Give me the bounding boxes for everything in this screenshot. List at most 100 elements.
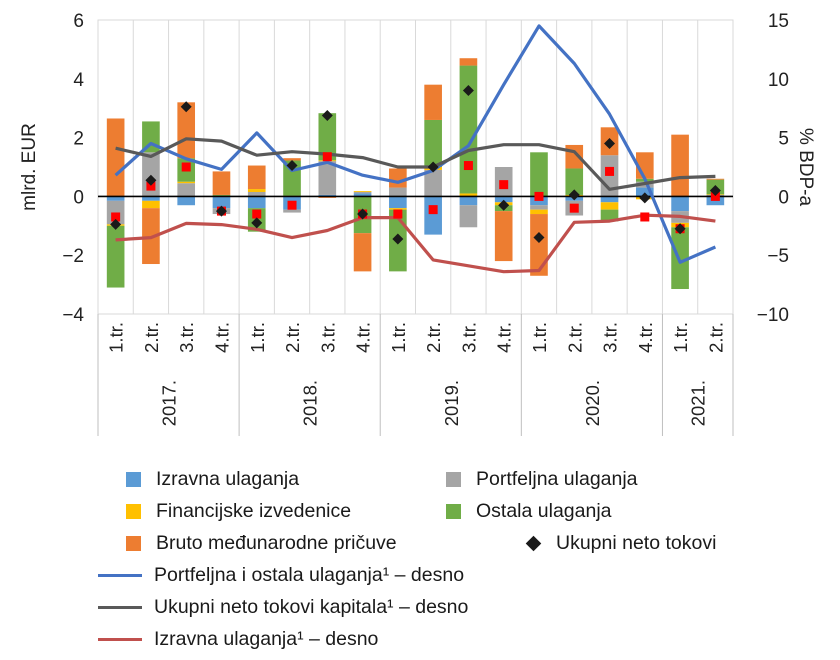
x-tick-year: 2020. (582, 380, 603, 426)
bar-segment-1 (600, 196, 619, 203)
y-tick-right: 15 (768, 11, 789, 32)
red-marker (428, 205, 438, 215)
bar-segment-2 (459, 205, 478, 228)
plot-area-border (97, 19, 734, 315)
bar-segment-3 (353, 191, 372, 192)
red-marker (499, 180, 509, 190)
y-tick-right: −5 (767, 246, 789, 267)
legend-line-izravna (98, 638, 142, 641)
x-tick-quarter: 2.tr. (564, 322, 585, 353)
legend-item-financijske: Financijske izvedenice (126, 500, 351, 523)
x-tick-quarter: 4.tr. (211, 322, 232, 353)
diamond-marker (427, 161, 439, 173)
y-axis-title-left: mlrd. EUR (19, 123, 40, 211)
diamond-marker (604, 137, 616, 149)
legend-label-izravna: Izravna ulaganja (156, 468, 300, 490)
legend-item-ukupni: Ukupni neto tokovi (524, 532, 716, 555)
red-marker (146, 181, 156, 191)
y-tick-left: −2 (62, 246, 84, 267)
y-axis-title-right: % BDP-a (795, 128, 816, 207)
bar-segment-4 (318, 113, 337, 161)
legend-swatch-ostala (446, 504, 461, 519)
red-marker (534, 191, 544, 201)
diamond-marker (533, 232, 545, 244)
x-tick-quarter: 1.tr. (388, 322, 409, 353)
x-tick-quarter: 1.tr. (106, 322, 127, 353)
legend-item-portfeljna: Portfeljna ulaganja (446, 468, 638, 491)
bar-segment-5 (459, 58, 478, 66)
bar-segment-1 (635, 187, 654, 197)
bar-segment-2 (389, 187, 407, 197)
x-tick-quarter: 3.tr. (600, 322, 621, 353)
diamond-marker (110, 218, 122, 230)
x-tick-quarter: 2.tr. (282, 322, 303, 353)
x-tick-quarter: 1.tr. (670, 322, 691, 353)
x-tick-year: 2018. (300, 380, 321, 426)
diamond-marker (462, 85, 474, 97)
x-tick-quarter: 4.tr. (635, 322, 656, 353)
bar-segment-3 (530, 209, 548, 215)
bar-segment-3 (247, 189, 266, 192)
series-line-3 (115, 213, 716, 274)
bar-segment-5 (424, 84, 442, 120)
x-tick-year: 2017. (159, 380, 180, 426)
bar-segment-1 (671, 196, 689, 212)
diamond-marker (321, 110, 333, 122)
x-tick-quarter: 2.tr. (423, 322, 444, 353)
diamond-marker (568, 189, 580, 201)
diamond-marker (180, 101, 192, 113)
x-tick-year: 2019. (441, 380, 462, 426)
bar-segment-5 (106, 118, 125, 197)
diamond-marker (215, 205, 227, 217)
bar-segment-5 (177, 102, 196, 159)
bar-segment-2 (318, 161, 337, 195)
legend-swatch-portfeljna (446, 472, 461, 487)
bar-segment-4 (459, 65, 478, 194)
y-tick-right: 10 (768, 70, 789, 91)
red-marker (181, 162, 191, 172)
bar-segment-1 (424, 196, 442, 235)
legend-label-financijske: Financijske izvedenice (156, 500, 352, 522)
legend-swatch-pricuve (126, 536, 141, 551)
bar-segment-5 (706, 178, 725, 180)
red-marker (287, 200, 297, 210)
bar-segment-2 (247, 191, 266, 197)
bar-segment-2 (530, 205, 548, 210)
bar-segment-3 (600, 202, 619, 210)
x-tick-quarter: 2.tr. (705, 322, 726, 353)
bar-segment-5 (283, 158, 301, 161)
legend-label-line-ukupni: Ukupni neto tokovi kapitala¹ – desno (154, 596, 469, 618)
bar-segment-1 (353, 193, 372, 197)
red-marker (710, 191, 720, 201)
bar-segment-3 (177, 181, 196, 184)
bar-segment-2 (177, 183, 196, 197)
bar-segment-1 (177, 196, 196, 206)
y-tick-right: 5 (778, 129, 789, 150)
x-tick-quarter: 4.tr. (494, 322, 515, 353)
diamond-marker (251, 217, 263, 229)
red-marker (393, 209, 403, 219)
diamond-marker (286, 160, 298, 172)
bar-segment-4 (671, 227, 689, 290)
bar-segment-5 (494, 211, 513, 262)
legend-label-pricuve: Bruto međunarodne pričuve (156, 532, 397, 554)
y-tick-left: 0 (73, 187, 84, 208)
bar-segment-5 (353, 233, 372, 272)
legend-swatch-izravna (126, 472, 141, 487)
red-marker (252, 209, 262, 219)
bar-segment-1 (142, 196, 160, 201)
legend-item-pricuve: Bruto međunarodne pričuve (126, 532, 397, 555)
bar-segment-5 (389, 168, 407, 188)
legend-item-line-izravna: Izravna ulaganja¹ – desno (98, 628, 378, 651)
legend-item-line-ukupni: Ukupni neto tokovi kapitala¹ – desno (98, 596, 468, 619)
red-marker (111, 212, 121, 222)
legend-label-portfeljna: Portfeljna ulaganja (476, 468, 638, 490)
series-line-2 (115, 137, 716, 191)
legend-line-portfeljna (98, 574, 142, 577)
diamond-marker (392, 233, 404, 245)
bar-segment-4 (600, 209, 619, 222)
legend-swatch-financijske (126, 504, 141, 519)
bar-segment-5 (530, 214, 548, 276)
bar-segment-3 (389, 208, 407, 210)
